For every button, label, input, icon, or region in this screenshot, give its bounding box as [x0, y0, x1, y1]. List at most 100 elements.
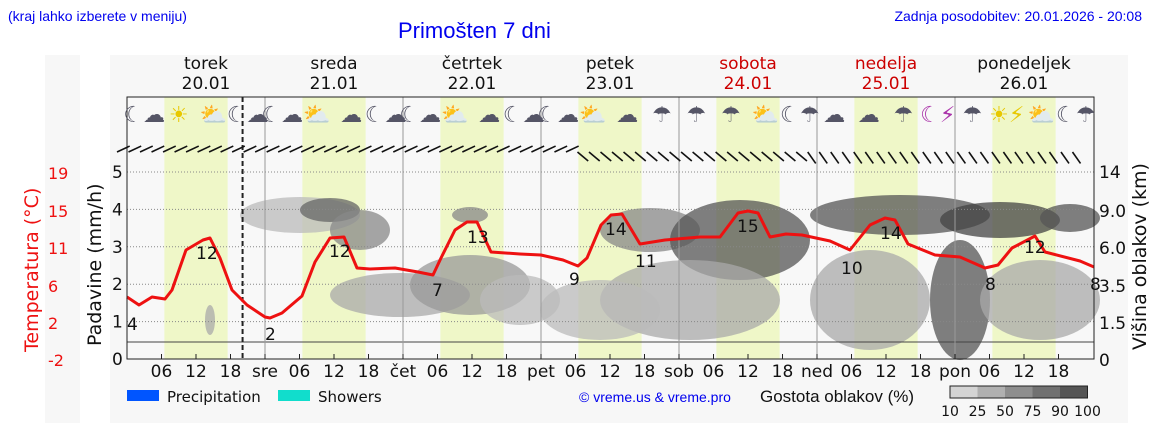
cloud-height-tick: 3.5 — [1099, 277, 1126, 297]
temperature-line — [126, 209, 1095, 320]
precip-tick: 0 — [112, 350, 123, 370]
x-tick-label: 18 — [358, 362, 380, 382]
wind-barb-icon — [208, 145, 223, 153]
x-tick-label: 18 — [772, 362, 794, 382]
wind-barb-icon — [404, 145, 418, 153]
wind-barb-icon — [646, 151, 658, 162]
wind-barb-icon — [818, 151, 828, 164]
wind-barb-icon — [185, 145, 200, 153]
temperature-value-label: 11 — [635, 252, 657, 272]
wind-barb-icon — [1071, 151, 1082, 164]
x-tick-label: 12 — [599, 362, 621, 382]
wind-barb-icon — [910, 151, 921, 164]
wind-barb-icon — [599, 151, 612, 162]
wind-barb-icon — [680, 151, 693, 162]
wind-barb-icon — [128, 145, 142, 153]
cloud-icon: ☁ — [340, 103, 362, 128]
x-tick-label: 12 — [875, 362, 897, 382]
sun-cloud-rain-icon: ⛅ — [1028, 103, 1055, 128]
x-tick-label: 12 — [1013, 362, 1035, 382]
wind-barb-icon — [784, 151, 796, 162]
cloud-density-swatch — [1005, 386, 1033, 398]
cloud-density-tick: 25 — [969, 404, 987, 420]
temperature-labels: 4 12 2 12 7 13 9 14 11 15 10 14 8 12 8 — [127, 217, 1101, 345]
temperature-value-label: 12 — [329, 242, 351, 262]
x-tick-label: 06 — [427, 362, 449, 382]
wind-barb-icon — [565, 145, 579, 153]
copyright-link[interactable]: © vreme.us & vreme.pro — [579, 389, 731, 405]
wind-barb-icon — [1014, 151, 1024, 164]
temp-tick: 19 — [48, 164, 68, 183]
page-title: Primošten 7 dni — [398, 18, 551, 43]
cloud-height-tick: 9.0 — [1099, 202, 1126, 222]
cloud-density-swatch — [1060, 386, 1088, 398]
showers-legend-label: Showers — [318, 388, 382, 406]
location-hint[interactable]: (kraj lahko izberete v meniju) — [8, 8, 187, 24]
day-name: sobota — [719, 54, 777, 74]
day-date: 24.01 — [724, 74, 773, 94]
x-tick-label: 06 — [289, 362, 311, 382]
wind-barb-icon — [1025, 151, 1036, 164]
cloud-density-swatch — [977, 386, 1005, 398]
wind-barb-icon — [162, 145, 177, 153]
wind-barb-icon — [956, 151, 967, 164]
wind-barb-icon — [300, 145, 315, 153]
wind-barb-icon — [312, 145, 326, 153]
wind-barb-icon — [726, 151, 739, 162]
temp-tick: 11 — [48, 239, 68, 258]
day-name: petek — [586, 54, 634, 74]
cloud-height-tick: 6.0 — [1099, 239, 1126, 259]
cloud-density-label: Gostota oblakov (%) — [760, 387, 914, 406]
sun-icon: ☀ — [169, 103, 189, 128]
wind-barb-icon — [508, 145, 522, 153]
x-tick-label: 12 — [461, 362, 483, 382]
temperature-value-label: 13 — [467, 228, 489, 248]
moon-cloud-icon: ☾☁ — [123, 103, 165, 128]
wind-barb-icon — [576, 151, 589, 162]
temperature-value-label: 12 — [1024, 238, 1046, 258]
cloud-icon: ☁ — [858, 103, 880, 128]
wind-barb-icon — [519, 145, 533, 153]
temperature-value-label: 9 — [569, 270, 580, 290]
day-name: ponedeljek — [977, 54, 1071, 74]
wind-barb-icon — [139, 145, 154, 153]
wind-barb-icon — [369, 145, 384, 153]
x-tick-label: 06 — [565, 362, 587, 382]
wind-barb-icon — [979, 151, 990, 164]
wind-barb-icon — [450, 145, 464, 153]
temperature-value-label: 8 — [1090, 275, 1101, 295]
cloud-density-layer — [205, 195, 1100, 360]
x-tick-label: 12 — [185, 362, 207, 382]
wind-barb-icon — [542, 145, 556, 153]
temperature-value-label: 8 — [985, 275, 996, 295]
sun-cloud-icon: ⛅ — [441, 103, 468, 128]
wind-barb-icon — [531, 145, 545, 153]
moon-cloud-icon: ☾☁ — [537, 103, 579, 128]
x-tick-label: 12 — [737, 362, 759, 382]
wind-barb-icon — [220, 145, 234, 153]
wind-barb-icon — [427, 145, 441, 153]
wind-barb-icon — [634, 151, 647, 162]
wind-barb-icon — [485, 145, 499, 153]
cloud-density-tick: 75 — [1024, 404, 1042, 420]
wind-barb-icon — [876, 151, 886, 164]
wind-barb-icon — [473, 145, 487, 153]
wind-barb-icon — [922, 151, 932, 164]
temp-tick: -2 — [48, 351, 64, 370]
wind-barb-icon — [289, 145, 303, 153]
sun-cloud-rain-icon: ⛅ — [752, 103, 779, 128]
x-tick-label: pon — [939, 362, 971, 382]
x-tick-label: 18 — [220, 362, 242, 382]
temperature-value-label: 4 — [127, 315, 138, 335]
wind-barb-icon — [438, 145, 453, 153]
temperature-value-label: 7 — [432, 281, 443, 301]
wind-barb-icon — [830, 151, 840, 164]
wind-barb-icon — [864, 151, 874, 164]
cloud-icon: ☁ — [478, 103, 500, 128]
wind-barb-icon — [415, 145, 430, 153]
wind-barb-icon — [749, 151, 762, 162]
x-tick-label: pet — [527, 362, 555, 382]
sun-thunder-icon: ☀⚡ — [989, 103, 1024, 128]
